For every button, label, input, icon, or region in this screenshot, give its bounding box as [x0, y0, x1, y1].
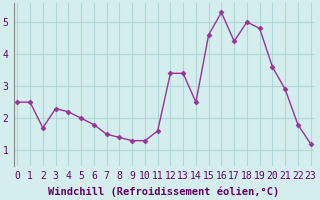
X-axis label: Windchill (Refroidissement éolien,°C): Windchill (Refroidissement éolien,°C) — [48, 187, 280, 197]
